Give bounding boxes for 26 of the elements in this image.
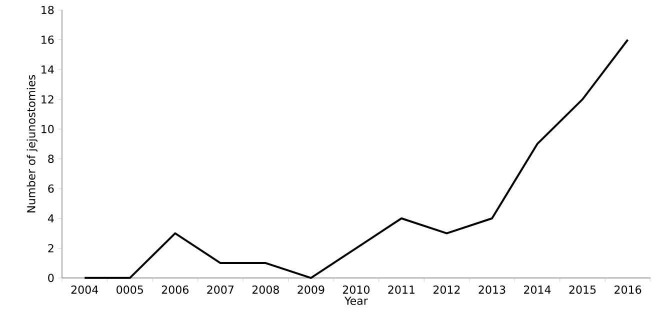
- x-tick-label: 2013: [478, 285, 506, 294]
- y-tick-label: 4: [48, 214, 54, 222]
- x-tick-label: 2015: [569, 285, 596, 294]
- x-tick-label: 2016: [614, 285, 642, 294]
- line-series: [84, 38, 629, 279]
- x-tick-label: 2004: [71, 285, 98, 294]
- x-axis-title: Year: [344, 296, 368, 305]
- y-axis-title: Number of jejunostomies: [26, 75, 38, 212]
- y-tick-label: 0: [48, 274, 54, 282]
- y-tick-label: 18: [42, 6, 54, 14]
- x-tick-label: 2008: [252, 285, 279, 294]
- x-tick-label: 2010: [342, 285, 370, 294]
- y-tick-label: 12: [42, 95, 54, 104]
- y-tick-label: 16: [42, 36, 54, 44]
- y-tick-label: 6: [48, 184, 54, 193]
- x-tick-label: 2012: [433, 285, 460, 294]
- y-tick-label: 2: [48, 244, 54, 252]
- x-tick-label: 0005: [116, 285, 143, 294]
- y-tick-label: 14: [42, 65, 54, 74]
- x-tick-label: 2006: [162, 285, 188, 294]
- x-tick-label: 2011: [388, 285, 414, 294]
- y-tick-label: 10: [42, 124, 54, 134]
- x-tick-label: 2014: [524, 285, 551, 294]
- x-tick-label: 2009: [298, 285, 324, 294]
- x-tick-label: 2007: [207, 285, 234, 294]
- y-tick-label: 8: [48, 154, 54, 163]
